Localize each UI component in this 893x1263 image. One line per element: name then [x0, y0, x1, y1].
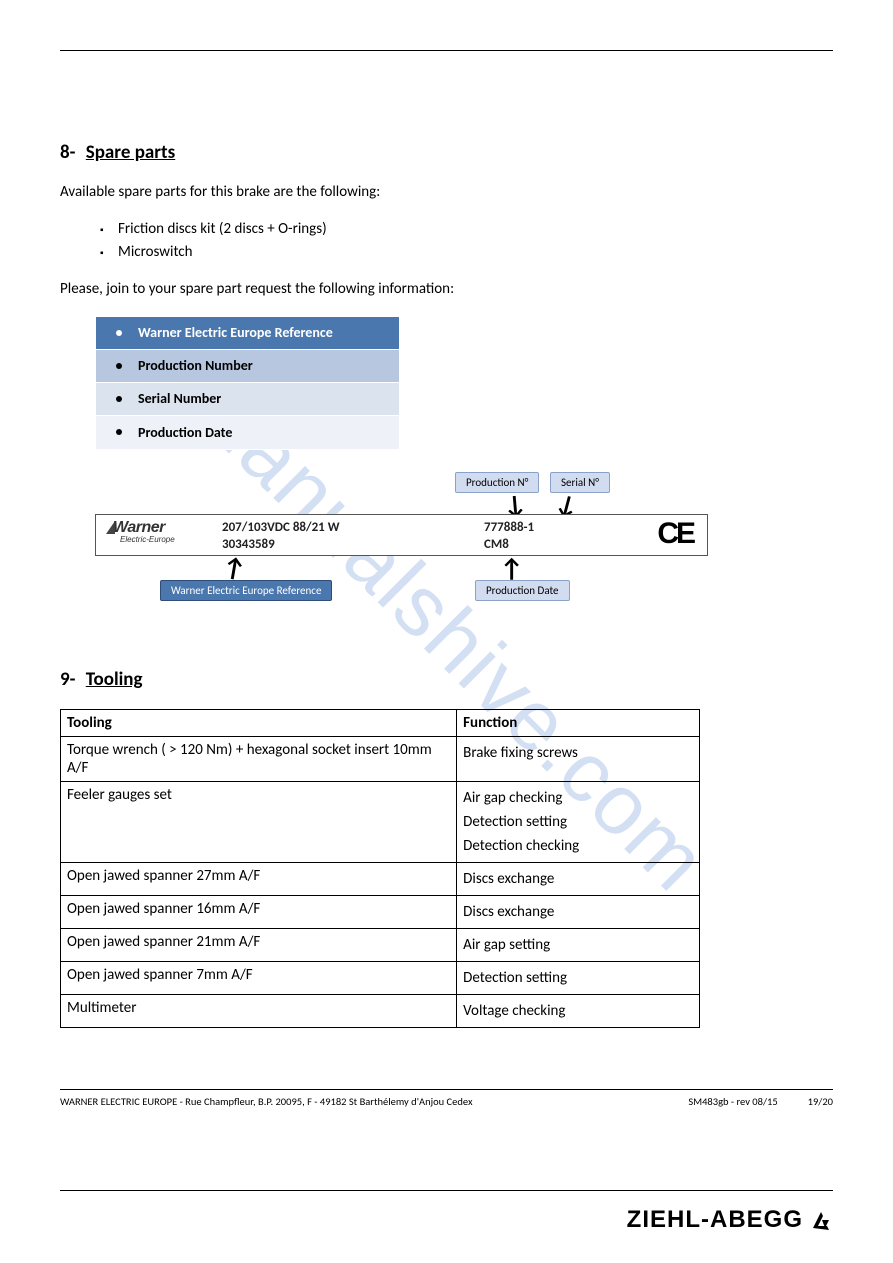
bullet-icon [116, 429, 122, 435]
table-row: Open jawed spanner 7mm A/FDetection sett… [61, 961, 700, 994]
nameplate: Warner Electric-Europe 207/103VDC 88/21 … [95, 514, 708, 556]
brand-rule [60, 1190, 833, 1191]
section-8-request-text: Please, join to your spare part request … [60, 279, 833, 299]
table-header-row: Tooling Function [61, 709, 700, 736]
table-row: Open jawed spanner 21mm A/FAir gap setti… [61, 928, 700, 961]
logo-sub: Electric-Europe [120, 535, 175, 544]
callout-reference: Warner Electric Europe Reference [160, 580, 332, 601]
function-line: Discs exchange [463, 867, 693, 891]
brand-logo: ZIEHL-ABEGG [627, 1206, 833, 1234]
table-row: Open jawed spanner 16mm A/FDiscs exchang… [61, 895, 700, 928]
logo-main: Warner [113, 519, 165, 536]
function-line: Detection setting [463, 966, 693, 990]
info-box: Warner Electric Europe Reference Product… [95, 316, 400, 450]
info-row-serial: Serial Number [96, 383, 399, 416]
cell-function: Detection setting [457, 961, 700, 994]
function-line: Detection setting [463, 810, 693, 834]
tooling-table: Tooling Function Torque wrench ( > 120 N… [60, 709, 700, 1028]
col-function: Function [457, 709, 700, 736]
section-9-number: 9- [60, 668, 75, 691]
ce-mark: CE [657, 517, 693, 551]
cell-tooling: Open jawed spanner 7mm A/F [61, 961, 457, 994]
cell-tooling: Open jawed spanner 16mm A/F [61, 895, 457, 928]
nameplate-diagram: Production N° Serial N° ↘ ↙ Warner Elect… [95, 470, 715, 620]
table-row: Feeler gauges setAir gap checkingDetecti… [61, 781, 700, 862]
arrow-icon: ↑ [500, 555, 524, 581]
page-content: 8- Spare parts Available spare parts for… [60, 0, 833, 1263]
table-row: MultimeterVoltage checking [61, 994, 700, 1027]
function-line: Air gap checking [463, 786, 693, 810]
info-row-label: Serial Number [138, 390, 221, 407]
section-8-intro: Available spare parts for this brake are… [60, 182, 833, 202]
info-row-label: Production Number [138, 357, 253, 374]
cell-tooling: Torque wrench ( > 120 Nm) + hexagonal so… [61, 736, 457, 781]
brand-text: ZIEHL-ABEGG [627, 1206, 803, 1234]
cell-function: Discs exchange [457, 895, 700, 928]
footer-text: WARNER ELECTRIC EUROPE - Rue Champfleur,… [60, 1095, 833, 1108]
cell-function: Air gap checkingDetection settingDetecti… [457, 781, 700, 862]
cell-function: Air gap setting [457, 928, 700, 961]
bullet-icon [116, 363, 122, 369]
function-line: Discs exchange [463, 900, 693, 924]
function-line: Brake fixing screws [463, 741, 693, 765]
function-line: Detection checking [463, 834, 693, 858]
section-8-heading: 8- Spare parts [60, 141, 833, 164]
plate-prod-date: CM8 [484, 537, 509, 552]
function-line: Air gap setting [463, 933, 693, 957]
cell-function: Voltage checking [457, 994, 700, 1027]
info-row-label: Warner Electric Europe Reference [138, 324, 333, 341]
function-line: Voltage checking [463, 999, 693, 1023]
section-9-heading: 9- Tooling [60, 668, 833, 691]
section-8-number: 8- [60, 141, 75, 164]
cell-tooling: Multimeter [61, 994, 457, 1027]
callout-prod-date: Production Date [475, 580, 570, 601]
spare-parts-list: Friction discs kit (2 discs + O-rings) M… [60, 218, 833, 263]
footer-rule [60, 1089, 833, 1090]
callout-serial-n: Serial N° [550, 472, 610, 493]
footer-left: WARNER ELECTRIC EUROPE - Rue Champfleur,… [60, 1095, 688, 1108]
footer-mid: SM483gb - rev 08/15 [688, 1095, 777, 1108]
spare-part-item: Microswitch [100, 241, 833, 264]
cell-function: Brake fixing screws [457, 736, 700, 781]
cell-tooling: Feeler gauges set [61, 781, 457, 862]
info-row-prod-number: Production Number [96, 350, 399, 383]
plate-prod-num: 777888-1 [484, 520, 534, 535]
table-row: Open jawed spanner 27mm A/FDiscs exchang… [61, 862, 700, 895]
info-row-reference: Warner Electric Europe Reference [96, 317, 399, 350]
info-row-label: Production Date [138, 424, 232, 441]
plate-spec1: 207/103VDC 88/21 W [222, 520, 339, 535]
footer-right: 19/20 [808, 1095, 833, 1108]
table-row: Torque wrench ( > 120 Nm) + hexagonal so… [61, 736, 700, 781]
info-row-date: Production Date [96, 416, 399, 449]
section-9-title: Tooling [86, 668, 143, 691]
bullet-icon [116, 396, 122, 402]
cell-function: Discs exchange [457, 862, 700, 895]
col-tooling: Tooling [61, 709, 457, 736]
spare-part-item: Friction discs kit (2 discs + O-rings) [100, 218, 833, 241]
section-8-title: Spare parts [86, 141, 175, 164]
bullet-icon [116, 330, 122, 336]
cell-tooling: Open jawed spanner 21mm A/F [61, 928, 457, 961]
warner-logo: Warner Electric-Europe [106, 519, 175, 544]
cell-tooling: Open jawed spanner 27mm A/F [61, 862, 457, 895]
ziehl-abegg-icon [809, 1208, 833, 1232]
plate-spec2: 30343589 [222, 537, 275, 552]
callout-production-n: Production N° [455, 472, 539, 493]
